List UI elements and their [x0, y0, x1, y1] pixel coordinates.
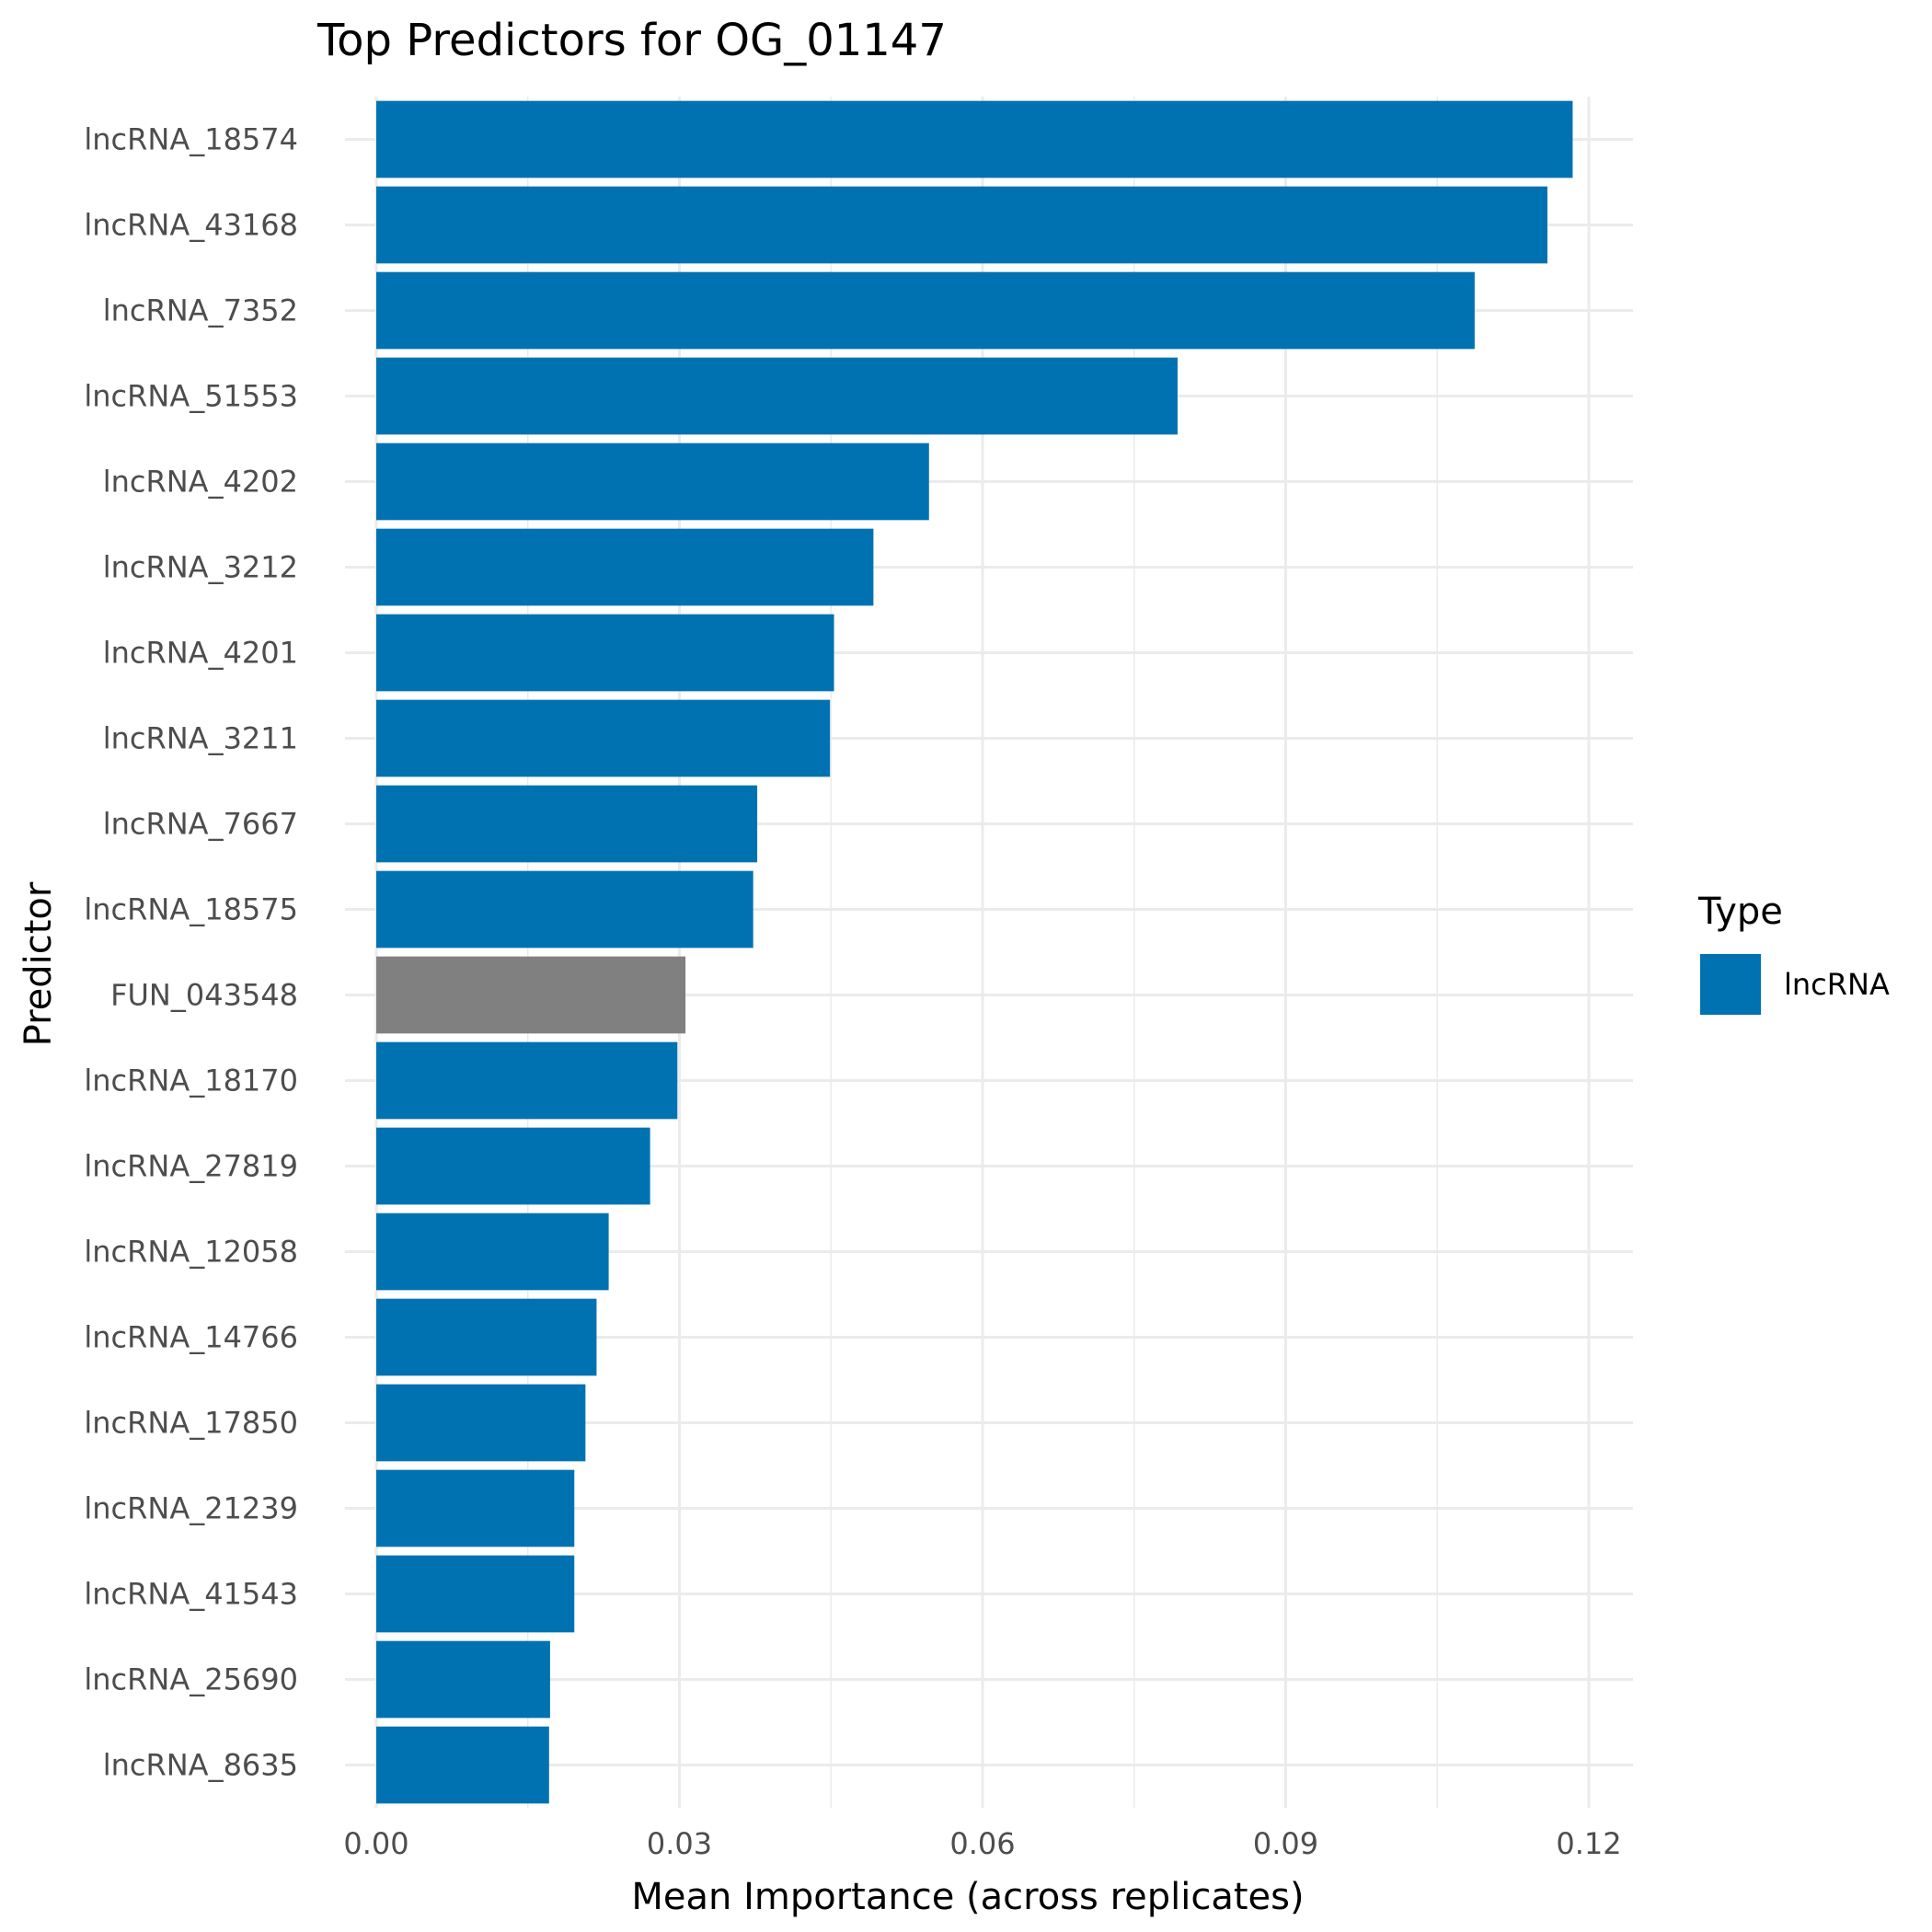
bar — [376, 699, 831, 777]
bar — [376, 1640, 550, 1719]
y-tick-label: lncRNA_21239 — [84, 1491, 298, 1526]
x-tick-label: 0.03 — [647, 1826, 712, 1861]
bar — [376, 1213, 609, 1291]
y-tick-label: lncRNA_4201 — [103, 636, 298, 671]
y-tick-label: lncRNA_18575 — [84, 892, 298, 927]
bars — [376, 100, 1573, 1804]
y-tick-label: lncRNA_4202 — [103, 465, 298, 500]
y-tick-label: lncRNA_7667 — [103, 807, 298, 842]
x-tick-label: 0.06 — [949, 1826, 1015, 1861]
bar — [376, 1469, 575, 1547]
y-tick-label: lncRNA_18170 — [84, 1064, 298, 1098]
bar — [376, 614, 834, 692]
y-axis-title: Predictor — [17, 881, 60, 1046]
y-tick-label: lncRNA_51553 — [84, 379, 298, 414]
legend-label-lncrna: lncRNA — [1784, 967, 1890, 1002]
y-tick-label: lncRNA_18574 — [84, 122, 298, 157]
x-axis-title: Mean Importance (across replicates) — [631, 1876, 1304, 1918]
bar — [376, 1726, 549, 1804]
legend: Type lncRNA — [1697, 891, 1890, 1015]
bar — [376, 1127, 650, 1205]
bar — [376, 870, 753, 949]
y-tick-label: lncRNA_43168 — [84, 208, 298, 243]
bar — [376, 357, 1178, 435]
bar — [376, 271, 1475, 350]
bar — [376, 1041, 678, 1120]
bar — [376, 100, 1573, 178]
y-tick-label: lncRNA_8635 — [103, 1748, 298, 1783]
bar — [376, 1384, 586, 1462]
bar — [376, 956, 686, 1034]
y-tick-label: lncRNA_3211 — [103, 721, 298, 756]
y-tick-label: lncRNA_25690 — [84, 1662, 298, 1697]
y-tick-label: lncRNA_41543 — [84, 1577, 298, 1612]
y-tick-label: lncRNA_12058 — [84, 1235, 298, 1270]
bar — [376, 443, 929, 521]
x-tick-label: 0.09 — [1253, 1826, 1318, 1861]
bar — [376, 186, 1547, 264]
chart-title: Top Predictors for OG_01147 — [316, 15, 947, 66]
y-tick-label: FUN_043548 — [110, 978, 298, 1013]
legend-title: Type — [1697, 891, 1783, 933]
y-tick-label: lncRNA_7352 — [103, 293, 298, 328]
bar — [376, 1555, 575, 1633]
x-tick-labels: 0.00 0.03 0.06 0.09 0.12 — [343, 1826, 1621, 1861]
y-tick-label: lncRNA_27819 — [84, 1149, 298, 1184]
y-tick-labels: lncRNA_18574 lncRNA_43168 lncRNA_7352 lncRN… — [84, 122, 298, 1783]
x-tick-label: 0.00 — [343, 1826, 408, 1861]
bar — [376, 785, 758, 863]
x-tick-label: 0.12 — [1556, 1826, 1621, 1861]
bar — [376, 528, 874, 606]
legend-swatch-lncrna — [1700, 954, 1761, 1015]
y-tick-label: lncRNA_14766 — [84, 1320, 298, 1355]
y-tick-label: lncRNA_3212 — [103, 550, 298, 585]
bar — [376, 1298, 597, 1376]
y-tick-label: lncRNA_17850 — [84, 1406, 298, 1441]
